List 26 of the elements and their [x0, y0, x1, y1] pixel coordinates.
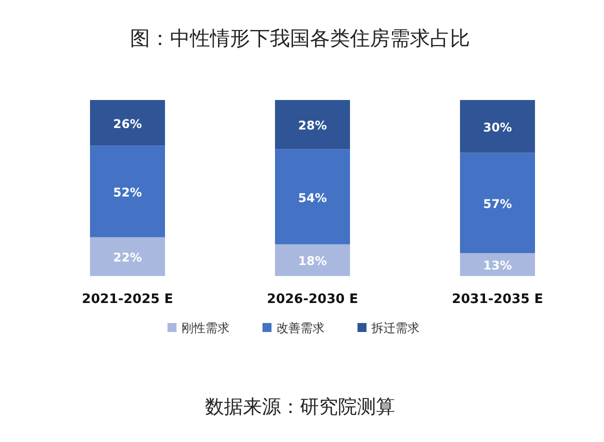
x-tick-label: 2031-2035 E: [452, 292, 544, 307]
bar: [90, 237, 165, 276]
legend-label: 拆迁需求: [370, 321, 420, 335]
data-label: 54%: [298, 190, 327, 205]
data-label: 18%: [298, 254, 327, 268]
data-label: 26%: [113, 116, 142, 131]
bar: [275, 100, 350, 150]
bar: [460, 253, 535, 276]
bar: [90, 100, 165, 146]
x-tick-label: 2021-2025 E: [82, 292, 174, 307]
chart-title: 图：中性情形下我国各类住房需求占比: [130, 26, 470, 50]
x-tick-label: 2026-2030 E: [266, 292, 358, 307]
data-label: 22%: [113, 250, 142, 265]
legend-label: 改善需求: [276, 321, 324, 335]
data-label: 57%: [483, 196, 512, 211]
bar: [460, 100, 535, 153]
data-label: 52%: [113, 186, 142, 200]
bar: [90, 146, 165, 238]
bar: [275, 149, 350, 244]
source-note: 数据来源：研究院测算: [205, 396, 395, 418]
data-label: 28%: [298, 118, 327, 133]
bar: [275, 244, 350, 276]
legend-label: 刚性需求: [182, 321, 230, 335]
bar: [460, 152, 535, 254]
data-label: 13%: [483, 258, 512, 273]
data-label: 30%: [483, 120, 512, 134]
